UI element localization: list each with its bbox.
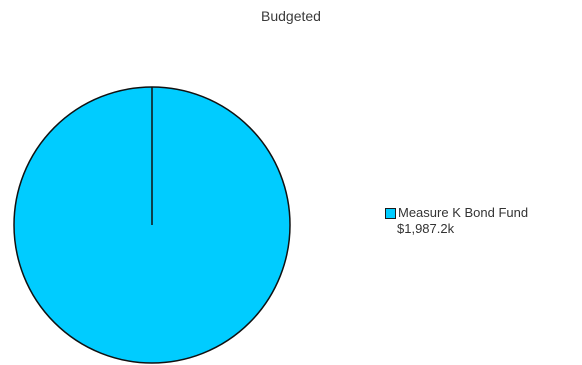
legend-value: $1,987.2k: [397, 221, 455, 236]
legend-swatch: [385, 207, 396, 219]
chart-title: Budgeted: [261, 8, 321, 24]
pie-slices: [13, 86, 291, 364]
legend-entry: Measure K Bond Fund: [385, 205, 528, 221]
legend-label: Measure K Bond Fund: [398, 205, 529, 220]
legend: Measure K Bond Fund $1,987.2k: [385, 205, 528, 237]
